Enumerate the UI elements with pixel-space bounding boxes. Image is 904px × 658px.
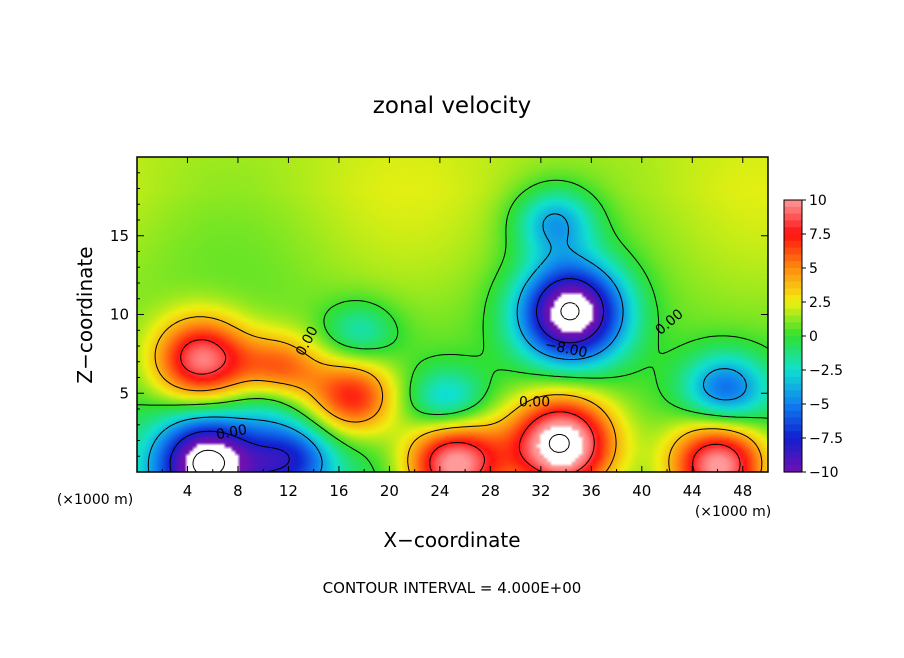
colorbar-band [784, 308, 802, 317]
colorbar-band [784, 390, 802, 398]
colorbar-band [784, 356, 802, 364]
colorbar-ticks: 10 7.5 5 2.5 0 −2.5 −5 −7.5 −10 [802, 193, 843, 481]
y-tick-label: 5 [119, 384, 129, 402]
x-axis-label: X−coordinate [383, 528, 520, 552]
colorbar-band [784, 295, 802, 303]
colorbar-tick-label: 5 [809, 261, 818, 277]
colorbar-band [784, 329, 802, 337]
x-tick-label: 20 [380, 482, 399, 500]
contour-line [136, 179, 769, 473]
colorbar-band [784, 206, 802, 215]
contour-line [147, 213, 747, 473]
colorbar-band [784, 315, 802, 323]
colorbar-tick-label: −2.5 [809, 363, 843, 379]
colorbar-band [784, 424, 802, 432]
colorbar-band [784, 220, 802, 228]
contour-line [154, 316, 763, 473]
contour-line [180, 339, 741, 473]
colorbar-band [784, 200, 802, 208]
x-tick-label: 36 [582, 482, 601, 500]
plot-area: 0.000.000.000.00−8.00 [136, 156, 769, 473]
x-axis: 4 8 12 16 20 24 28 32 36 40 44 48 [161, 157, 752, 500]
colorbar-band [784, 397, 802, 405]
colorbar-band [784, 438, 802, 446]
x-tick-label: 16 [329, 482, 348, 500]
contour-line [169, 278, 605, 473]
colorbar-band [784, 261, 802, 269]
colorbar-band [784, 322, 802, 330]
colorbar-band [784, 227, 802, 235]
colorbar-band [784, 213, 802, 221]
colorbar: 10 7.5 5 2.5 0 −2.5 −5 −7.5 −10 [783, 193, 843, 481]
colorbar-band [784, 376, 802, 385]
colorbar-band [784, 465, 802, 473]
colorbar-band [784, 336, 802, 344]
colorbar-band [784, 404, 802, 412]
colorbar-tick-label: 0 [809, 329, 818, 345]
colorbar-band [784, 458, 802, 466]
colorbar-band [784, 247, 802, 255]
colorbar-band [784, 451, 802, 459]
x-tick-label: 48 [733, 482, 752, 500]
x-unit-right: (×1000 m) [695, 504, 771, 520]
colorbar-band [784, 363, 802, 371]
contour-label: 0.00 [519, 395, 550, 411]
velocity-field [137, 157, 768, 472]
colorbar-bands [784, 200, 802, 473]
x-tick-label: 24 [430, 482, 449, 500]
colorbar-band [784, 370, 802, 378]
colorbar-band [784, 417, 802, 425]
colorbar-band [784, 383, 802, 391]
colorbar-tick-label: 2.5 [809, 295, 831, 311]
x-tick-label: 12 [279, 482, 298, 500]
contour-lines [136, 179, 769, 473]
colorbar-band [784, 444, 802, 453]
x-tick-label: 28 [481, 482, 500, 500]
colorbar-band [784, 431, 802, 439]
y-axis: 5 10 15 [110, 172, 768, 457]
colorbar-band [784, 234, 802, 242]
contour-label: 0.00 [215, 422, 248, 443]
x-tick-label: 44 [683, 482, 702, 500]
colorbar-tick-label: −10 [809, 465, 839, 481]
x-tick-label: 32 [531, 482, 550, 500]
contour-line [548, 434, 570, 453]
colorbar-band [784, 274, 802, 283]
colorbar-tick-label: 10 [809, 193, 827, 209]
x-tick-label: 8 [233, 482, 243, 500]
colorbar-band [784, 240, 802, 249]
colorbar-band [784, 302, 802, 310]
contour-line [192, 302, 580, 473]
colorbar-tick-label: −5 [809, 397, 830, 413]
x-tick-label: 4 [183, 482, 193, 500]
colorbar-band [784, 288, 802, 296]
colorbar-band [784, 342, 802, 351]
colorbar-band [784, 349, 802, 357]
colorbar-band [784, 410, 802, 419]
colorbar-tick-label: 7.5 [809, 227, 831, 243]
colorbar-tick-label: −7.5 [809, 431, 843, 447]
colorbar-band [784, 281, 802, 289]
x-tick-label: 40 [632, 482, 651, 500]
colorbar-band [784, 268, 802, 276]
y-tick-label: 15 [110, 227, 129, 245]
chart-title: zonal velocity [373, 93, 531, 119]
contour-interval-note: CONTOUR INTERVAL = 4.000E+00 [323, 579, 582, 597]
x-unit-left: (×1000 m) [57, 492, 133, 508]
y-tick-label: 10 [110, 306, 129, 324]
y-axis-label: Z−coordinate [73, 246, 97, 383]
colorbar-band [784, 254, 802, 262]
